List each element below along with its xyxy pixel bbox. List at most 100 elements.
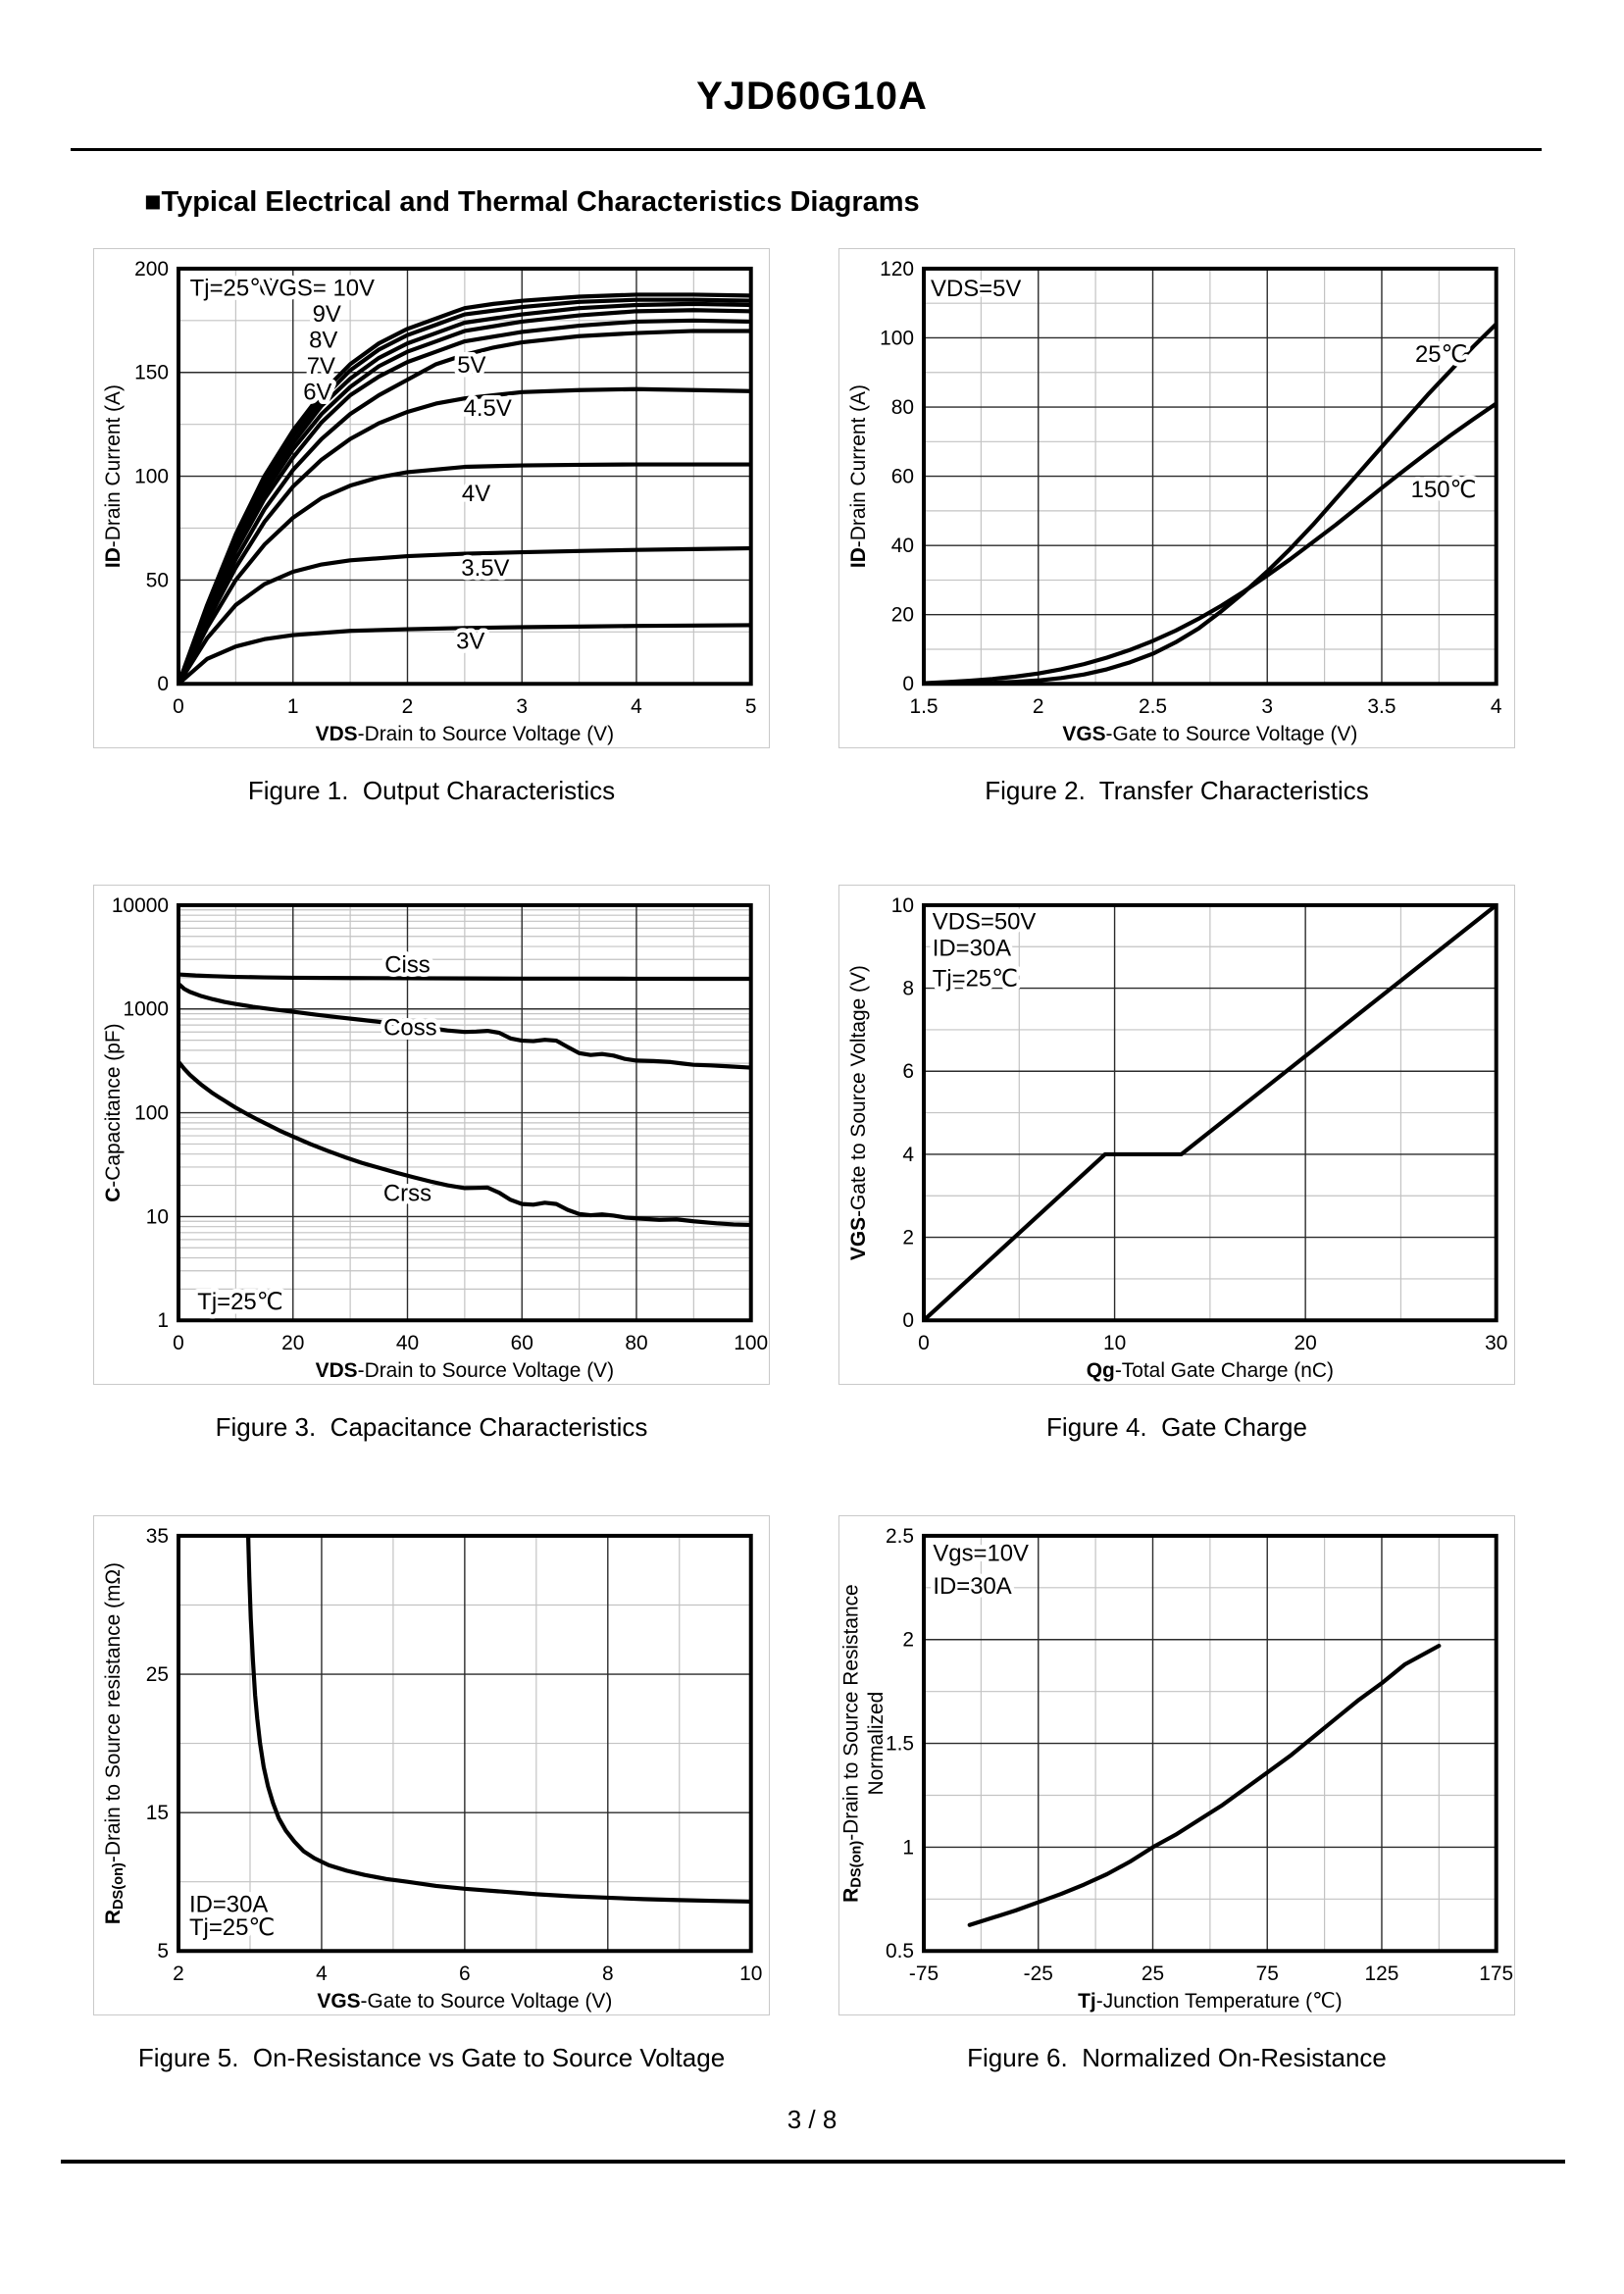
- svg-text:4: 4: [316, 1963, 328, 1985]
- svg-text:Ciss: Ciss: [384, 951, 431, 978]
- svg-text:0: 0: [902, 673, 914, 695]
- svg-text:Tj=25℃: Tj=25℃: [190, 275, 276, 301]
- svg-text:20: 20: [281, 1332, 304, 1354]
- svg-text:10: 10: [1103, 1332, 1126, 1354]
- svg-text:20: 20: [1294, 1332, 1317, 1354]
- svg-text:1000: 1000: [124, 998, 170, 1021]
- svg-text:2: 2: [402, 695, 414, 718]
- svg-text:3: 3: [516, 695, 528, 718]
- svg-text:Tj-Junction Temperature (℃): Tj-Junction Temperature (℃): [1078, 1990, 1342, 2013]
- figure-4-caption: Figure 4. Gate Charge: [1046, 1412, 1307, 1442]
- figure-3-caption: Figure 3. Capacitance Characteristics: [215, 1412, 648, 1442]
- svg-text:175: 175: [1479, 1963, 1513, 1985]
- svg-text:Coss: Coss: [383, 1014, 436, 1041]
- svg-text:Vgs=10V: Vgs=10V: [933, 1540, 1029, 1566]
- svg-text:25: 25: [146, 1663, 169, 1686]
- svg-text:2: 2: [902, 1227, 914, 1249]
- svg-text:VGS-Gate to Source Voltage (V): VGS-Gate to Source Voltage (V): [1062, 723, 1357, 745]
- svg-text:3.5: 3.5: [1367, 695, 1396, 718]
- svg-text:125: 125: [1365, 1963, 1399, 1985]
- section-heading: ■Typical Electrical and Thermal Characte…: [144, 186, 920, 218]
- svg-text:4.5V: 4.5V: [464, 395, 512, 422]
- svg-text:VDS=5V: VDS=5V: [931, 276, 1021, 302]
- svg-text:VGS-Gate to Source Voltage (V): VGS-Gate to Source Voltage (V): [317, 1990, 612, 2013]
- svg-text:120: 120: [880, 258, 914, 280]
- svg-text:10: 10: [146, 1205, 169, 1228]
- page-number: 3 / 8: [787, 2105, 837, 2134]
- svg-text:0: 0: [918, 1332, 930, 1354]
- svg-text:3: 3: [1261, 695, 1273, 718]
- svg-text:40: 40: [396, 1332, 419, 1354]
- svg-text:ID-Drain Current (A): ID-Drain Current (A): [102, 384, 125, 568]
- svg-text:10000: 10000: [112, 894, 169, 917]
- figure-5-chart: 2 4 6 8 10 5 15 25 35 VGS-Gate to Source Voltage …: [102, 1525, 762, 2013]
- figure-6-panel: -75 -25 25 75 125 175 0.5 1 1.5 2 2.5 Tj-Junction T…: [838, 1515, 1515, 2015]
- svg-text:ID=30A: ID=30A: [933, 1573, 1011, 1600]
- svg-text:VDS=50V: VDS=50V: [933, 908, 1037, 935]
- figure-5-caption: Figure 5. On-Resistance vs Gate to Sourc…: [137, 2043, 726, 2072]
- figure-5-panel: 2 4 6 8 10 5 15 25 35 VGS-Gate to Source Voltage …: [93, 1515, 770, 2015]
- svg-text:20: 20: [891, 604, 914, 627]
- title-rule: [71, 148, 1542, 151]
- figure-4-chart: 0 10 20 30 0 2 4 6 8 10 Qg-Total Gate Charge (nC) V…: [847, 894, 1507, 1382]
- svg-text:15: 15: [146, 1802, 169, 1824]
- svg-text:80: 80: [891, 396, 914, 419]
- svg-text:Normalized: Normalized: [865, 1692, 888, 1796]
- svg-text:80: 80: [625, 1332, 647, 1354]
- svg-text:VDS-Drain to Source Voltage (V: VDS-Drain to Source Voltage (V): [316, 723, 614, 745]
- svg-text:75: 75: [1256, 1963, 1279, 1985]
- svg-text:VGS-Gate to Source Voltage (V): VGS-Gate to Source Voltage (V): [847, 965, 870, 1260]
- svg-text:3.5V: 3.5V: [461, 555, 509, 582]
- svg-text:5V: 5V: [457, 352, 485, 379]
- figure-2-panel: 1.5 2 2.5 3 3.5 4 0 20 40 60 80 100 120 VGS-Gate to S…: [838, 248, 1515, 748]
- svg-text:Crss: Crss: [383, 1180, 431, 1206]
- svg-text:8V: 8V: [309, 327, 337, 353]
- svg-text:-75: -75: [909, 1963, 939, 1985]
- svg-text:RDS(on)-Drain to Source Resist: RDS(on)-Drain to Source Resistance: [839, 1584, 864, 1903]
- svg-text:6: 6: [902, 1060, 914, 1083]
- svg-text:ID=30A: ID=30A: [933, 936, 1011, 962]
- svg-text:100: 100: [134, 1102, 169, 1125]
- svg-text:10: 10: [891, 894, 914, 917]
- figure-1-caption: Figure 1. Output Characteristics: [247, 776, 616, 805]
- svg-text:25℃: 25℃: [1415, 341, 1467, 368]
- svg-text:3V: 3V: [456, 628, 484, 654]
- svg-text:4V: 4V: [462, 481, 490, 507]
- figure-2-caption: Figure 2. Transfer Characteristics: [985, 776, 1369, 805]
- figure-4-panel: 0 10 20 30 0 2 4 6 8 10 Qg-Total Gate Charge (nC) V…: [838, 885, 1515, 1385]
- svg-text:10: 10: [739, 1963, 762, 1985]
- svg-text:7V: 7V: [307, 353, 335, 380]
- svg-text:6: 6: [459, 1963, 471, 1985]
- svg-text:VGS= 10V: VGS= 10V: [263, 275, 375, 301]
- svg-text:2: 2: [1033, 695, 1044, 718]
- svg-text:4: 4: [1491, 695, 1502, 718]
- svg-text:RDS(on)-Drain to Source resist: RDS(on)-Drain to Source resistance (mΩ): [102, 1562, 127, 1924]
- svg-text:ID-Drain Current (A): ID-Drain Current (A): [847, 384, 870, 568]
- svg-text:Tj=25℃: Tj=25℃: [189, 1914, 275, 1941]
- figure-6-chart: -75 -25 25 75 125 175 0.5 1 1.5 2 2.5 Tj-Junction T…: [839, 1525, 1513, 2013]
- svg-text:5: 5: [745, 695, 757, 718]
- svg-text:200: 200: [134, 258, 169, 280]
- figure-6-caption: Figure 6. Normalized On-Resistance: [967, 2043, 1387, 2072]
- svg-text:0.5: 0.5: [886, 1940, 914, 1963]
- svg-text:0: 0: [173, 1332, 184, 1354]
- svg-text:Qg-Total Gate Charge (nC): Qg-Total Gate Charge (nC): [1087, 1359, 1334, 1382]
- svg-text:2.5: 2.5: [886, 1525, 914, 1548]
- svg-text:Tj=25℃: Tj=25℃: [197, 1289, 282, 1315]
- svg-text:0: 0: [157, 673, 169, 695]
- figure-3-panel: 0 20 40 60 80 100 1 10 100 1000 10000 VDS-Drain to …: [93, 885, 770, 1385]
- svg-text:25: 25: [1142, 1963, 1164, 1985]
- svg-text:1: 1: [902, 1836, 914, 1859]
- svg-text:30: 30: [1485, 1332, 1507, 1354]
- svg-text:5: 5: [157, 1940, 169, 1963]
- svg-text:100: 100: [734, 1332, 768, 1354]
- svg-text:C-Capacitance (pF): C-Capacitance (pF): [102, 1023, 125, 1201]
- svg-text:ID=30A: ID=30A: [189, 1892, 268, 1918]
- svg-text:VDS-Drain to Source Voltage (V: VDS-Drain to Source Voltage (V): [316, 1359, 614, 1382]
- svg-text:35: 35: [146, 1525, 169, 1548]
- svg-text:8: 8: [602, 1963, 614, 1985]
- svg-text:1: 1: [287, 695, 299, 718]
- svg-text:150: 150: [134, 362, 169, 384]
- svg-text:Tj=25℃: Tj=25℃: [933, 965, 1018, 992]
